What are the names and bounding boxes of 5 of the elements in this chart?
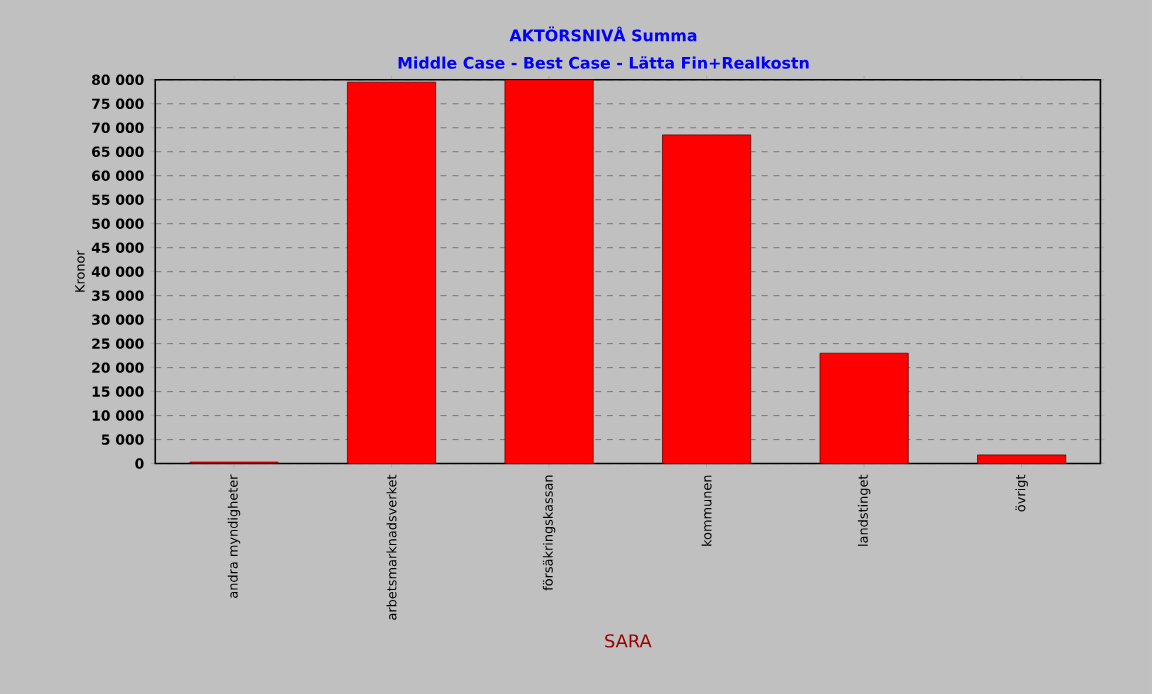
bar [347,81,437,464]
bar [662,134,751,464]
bar [819,352,909,464]
x-axis-title: SARA [605,634,652,648]
bar [504,79,594,464]
